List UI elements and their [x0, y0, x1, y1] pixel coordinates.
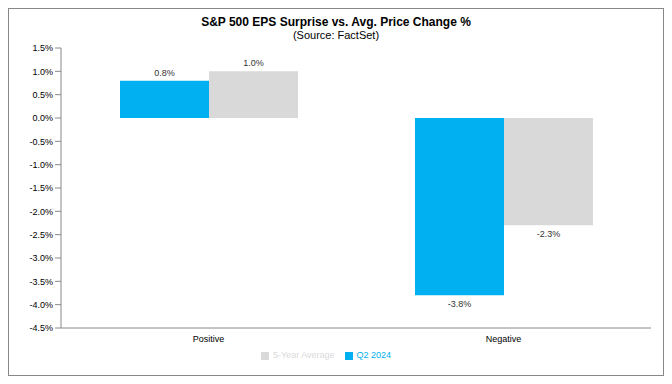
html-text:5-Year Average: 5-Year Average	[273, 350, 335, 360]
svg-text:1.5%: 1.5%	[32, 43, 53, 53]
svg-text:1.0%: 1.0%	[32, 67, 53, 77]
svg-text:Negative: Negative	[486, 334, 522, 344]
svg-text:0.5%: 0.5%	[32, 90, 53, 100]
svg-text:-2.3%: -2.3%	[537, 229, 561, 239]
svg-text:-1.5%: -1.5%	[29, 183, 53, 193]
svg-text:0.0%: 0.0%	[32, 113, 53, 123]
svg-text:-2.5%: -2.5%	[29, 230, 53, 240]
svg-text:-1.0%: -1.0%	[29, 160, 53, 170]
svg-text:-0.5%: -0.5%	[29, 137, 53, 147]
svg-text:-3.5%: -3.5%	[29, 277, 53, 287]
svg-text:-3.0%: -3.0%	[29, 253, 53, 263]
svg-text:1.0%: 1.0%	[243, 58, 264, 68]
html-text:(Source: FactSet): (Source: FactSet)	[292, 29, 380, 41]
svg-text:-2.0%: -2.0%	[29, 207, 53, 217]
svg-text:0.8%: 0.8%	[154, 68, 175, 78]
svg-text:-3.8%: -3.8%	[448, 299, 472, 309]
svg-text:Positive: Positive	[193, 334, 225, 344]
svg-text:-4.5%: -4.5%	[29, 323, 53, 333]
html-text:S&P 500 EPS Surprise vs. Avg.: S&P 500 EPS Surprise vs. Avg. Price Chan…	[201, 15, 471, 29]
svg-text:-4.0%: -4.0%	[29, 300, 53, 310]
html-text:Q2 2024: Q2 2024	[356, 350, 391, 360]
